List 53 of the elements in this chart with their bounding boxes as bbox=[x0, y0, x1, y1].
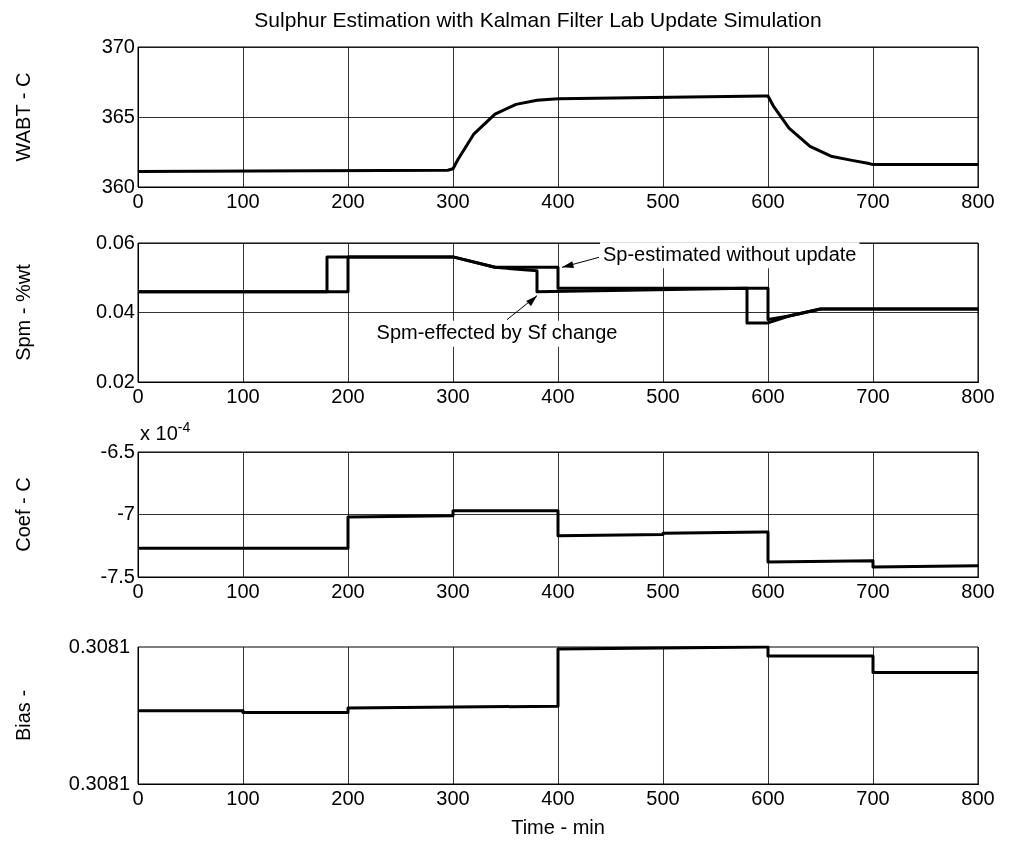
y-tick-label: 0.04 bbox=[96, 300, 135, 323]
y-tick-label: -7.5 bbox=[100, 564, 135, 587]
x-tick-label: 300 bbox=[436, 189, 470, 212]
x-tick-label: 600 bbox=[751, 189, 785, 212]
x-tick-label: 600 bbox=[751, 384, 785, 407]
x-tick-label: 600 bbox=[751, 579, 785, 602]
x-tick-label: 200 bbox=[331, 384, 365, 407]
x-tick-label: 300 bbox=[436, 579, 470, 602]
x-tick-label: 200 bbox=[331, 786, 365, 809]
text: 0.3081 bbox=[68, 634, 130, 657]
x-tick-label: 300 bbox=[436, 786, 470, 809]
x-tick-label: 300 bbox=[436, 384, 470, 407]
text: 0.3081 bbox=[68, 771, 130, 794]
x-tick-label: 700 bbox=[856, 189, 890, 212]
x-tick-label: 700 bbox=[856, 579, 890, 602]
x-tick-label: 0 bbox=[132, 786, 144, 809]
x-tick-label: 800 bbox=[961, 384, 995, 407]
x-tick-label: 800 bbox=[961, 579, 995, 602]
x-tick-label: 400 bbox=[541, 786, 575, 809]
x-tick-label: 100 bbox=[226, 579, 260, 602]
x-tick-label: 700 bbox=[856, 786, 890, 809]
chart-title: Sulphur Estimation with Kalman Filter Lab Update Simulation bbox=[253, 8, 823, 32]
y-tick-label: 370 bbox=[101, 34, 135, 57]
y-tick-label: 360 bbox=[101, 174, 135, 197]
x-tick-label: 600 bbox=[751, 786, 785, 809]
y-axis-title: Coef - C bbox=[11, 477, 34, 552]
y-axis-title: WABT - C bbox=[11, 72, 34, 162]
annotation: Spm-effected by Sf change bbox=[376, 321, 618, 344]
x-tick-label: 500 bbox=[646, 786, 680, 809]
x-tick-label: 200 bbox=[331, 189, 365, 212]
x-tick-label: 100 bbox=[226, 189, 260, 212]
annotation: Sp-estimated without update bbox=[603, 242, 857, 265]
y-axis-title: Bias - bbox=[11, 689, 34, 742]
x-tick-label: 100 bbox=[226, 786, 260, 809]
y-tick-label: -6.5 bbox=[100, 439, 135, 462]
x-tick-label: 700 bbox=[856, 384, 890, 407]
y-tick-label: -7 bbox=[117, 502, 135, 525]
y-axis-title: Spm - %wt bbox=[11, 263, 34, 361]
x-tick-label: 800 bbox=[961, 189, 995, 212]
x-tick-label: 500 bbox=[646, 579, 680, 602]
y-tick-label: 0.02 bbox=[96, 369, 135, 392]
x-tick-label: 500 bbox=[646, 189, 680, 212]
x-tick-label: 400 bbox=[541, 189, 575, 212]
x-axis-title: Time - min bbox=[511, 815, 605, 838]
x-tick-label: 200 bbox=[331, 579, 365, 602]
x-tick-label: 800 bbox=[961, 786, 995, 809]
x-tick-label: 400 bbox=[541, 384, 575, 407]
x-tick-label: 400 bbox=[541, 579, 575, 602]
y-tick-label: 0.06 bbox=[96, 230, 135, 253]
x-tick-label: 500 bbox=[646, 384, 680, 407]
x-tick-label: 100 bbox=[226, 384, 260, 407]
y-tick-label: 365 bbox=[101, 104, 135, 127]
x-tick-label: 0 bbox=[132, 384, 144, 407]
